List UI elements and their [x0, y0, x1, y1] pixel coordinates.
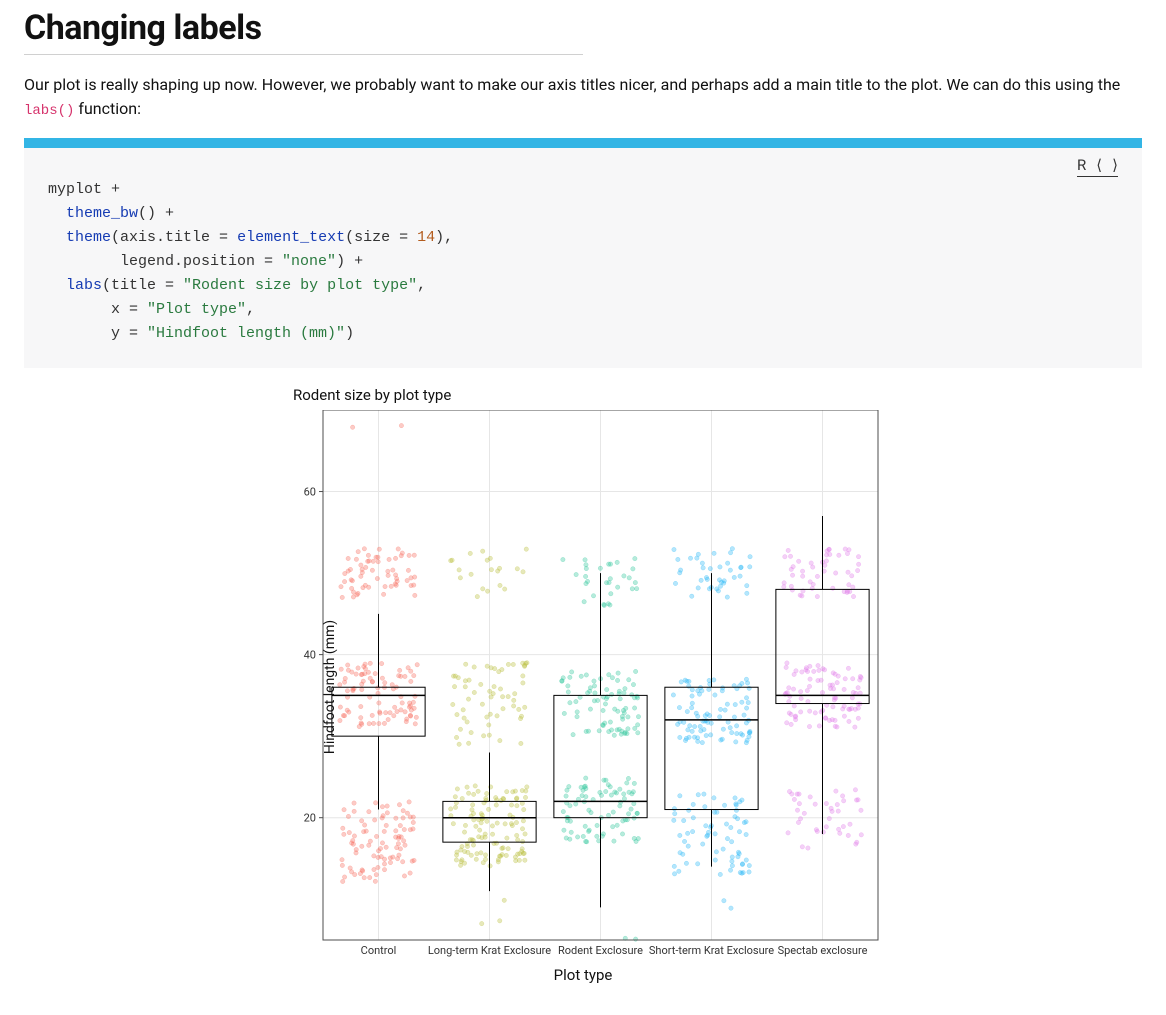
plot-ylabel: Hindfoot length (mm) [322, 620, 338, 754]
svg-text:Short-term Krat Exclosure: Short-term Krat Exclosure [649, 944, 774, 957]
code-l1: myplot + [48, 181, 120, 198]
code-l3-mid2: (size = [345, 229, 417, 246]
code-tools: R ⟨ ⟩ [1077, 156, 1118, 177]
code-str-title: "Rodent size by plot type" [183, 277, 417, 294]
svg-text:20: 20 [304, 812, 316, 825]
svg-text:Rodent Exclosure: Rodent Exclosure [558, 944, 643, 957]
code-l2-indent [48, 205, 66, 222]
plot-svg: 20 40 60 Control Long-term Krat Exclosure Rod… [283, 410, 883, 964]
code-l7-tail: ) [345, 325, 354, 342]
code-l2-tail: () + [138, 205, 174, 222]
code-l6-indent: x = [48, 301, 147, 318]
code-l5-indent [48, 277, 66, 294]
code-l4-indent: legend.position = [48, 253, 282, 270]
code-l5-tail: , [417, 277, 426, 294]
code-l4-tail: ) + [336, 253, 363, 270]
code-prev-icon[interactable]: ⟨ [1096, 158, 1102, 173]
code-str-none: "none" [282, 253, 336, 270]
code-fn-theme: theme [66, 229, 111, 246]
code-str-y: "Hindfoot length (mm)" [147, 325, 345, 342]
plot-container: Rodent size by plot type Hindfoot length… [283, 386, 883, 984]
intro-text-a: Our plot is really shaping up now. Howev… [24, 75, 1120, 94]
code-fn-labs: labs [66, 277, 102, 294]
svg-text:Long-term Krat Exclosure: Long-term Krat Exclosure [428, 944, 551, 957]
code-l3-indent [48, 229, 66, 246]
section-heading: Changing labels [24, 8, 1142, 48]
code-block: myplot + theme_bw() + theme(axis.title =… [24, 138, 1142, 368]
svg-text:60: 60 [304, 486, 316, 499]
code-fn-theme-bw: theme_bw [66, 205, 138, 222]
heading-rule [24, 54, 583, 55]
code-l3-tail: ), [435, 229, 453, 246]
code-l6-tail: , [246, 301, 255, 318]
code-l7-indent: y = [48, 325, 147, 342]
code-l5-mid: (title = [102, 277, 183, 294]
inline-code-labs: labs() [24, 103, 74, 119]
plot-title: Rodent size by plot type [293, 386, 883, 404]
plot-xlabel: Plot type [283, 966, 883, 984]
code-l3-mid: (axis.title = [111, 229, 237, 246]
intro-paragraph: Our plot is really shaping up now. Howev… [24, 73, 1142, 122]
intro-text-b: function: [78, 99, 141, 118]
code-num-14: 14 [417, 229, 435, 246]
code-str-x: "Plot type" [147, 301, 246, 318]
code-next-icon[interactable]: ⟩ [1112, 158, 1118, 173]
code-lang-label: R [1077, 156, 1086, 174]
svg-text:Spectab exclosure: Spectab exclosure [778, 944, 868, 957]
code-fn-element-text: element_text [237, 229, 345, 246]
svg-text:Control: Control [361, 944, 397, 957]
svg-text:40: 40 [304, 649, 316, 662]
